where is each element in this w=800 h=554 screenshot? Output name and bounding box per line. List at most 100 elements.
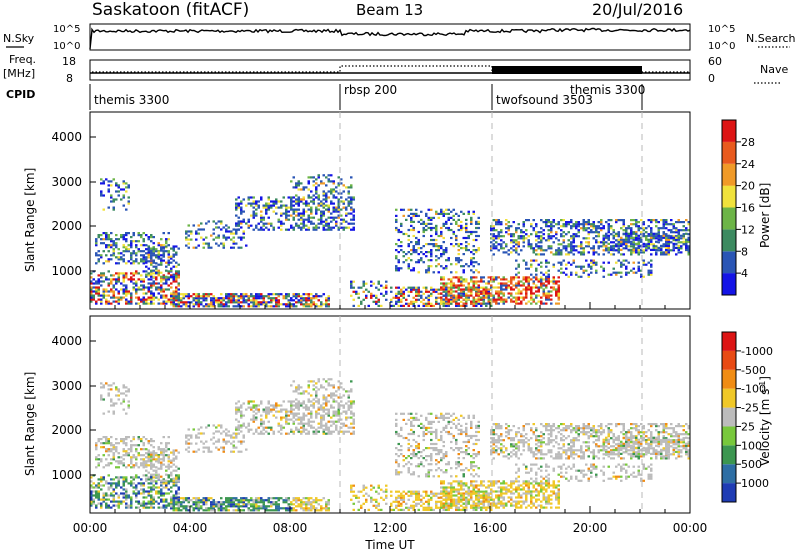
power-cell	[402, 255, 405, 258]
velocity-cell	[175, 492, 178, 495]
power-cell	[580, 253, 583, 256]
power-cell	[647, 244, 650, 247]
power-cell	[550, 302, 553, 305]
power-cell	[565, 245, 568, 248]
power-cell	[147, 278, 150, 281]
power-cell	[337, 226, 340, 229]
power-cell	[450, 222, 453, 225]
power-cell	[612, 229, 615, 232]
power-cell	[120, 258, 123, 261]
velocity-cell	[142, 460, 145, 463]
power-cell	[367, 304, 370, 307]
power-cell	[195, 299, 198, 302]
power-cell	[150, 254, 153, 257]
power-cell	[112, 200, 115, 203]
power-cell	[580, 265, 583, 268]
velocity-cell	[272, 497, 275, 500]
power-cell	[280, 204, 283, 207]
velocity-cell	[220, 507, 223, 510]
velocity-cell	[312, 501, 315, 504]
power-cell	[412, 228, 415, 232]
velocity-cell	[177, 503, 180, 506]
power-cell	[380, 292, 383, 295]
velocity-cell	[232, 497, 235, 500]
power-cell	[600, 229, 603, 232]
velocity-cell	[92, 502, 95, 505]
power-cell	[130, 254, 133, 257]
power-cell	[570, 251, 573, 254]
power-cell	[252, 303, 255, 306]
power-cell	[447, 282, 450, 285]
power-cell	[565, 247, 568, 250]
power-cell	[410, 253, 413, 256]
power-cell	[100, 256, 103, 259]
velocity-cell	[322, 430, 325, 433]
velocity-cell	[335, 424, 338, 427]
velocity-cell	[172, 497, 175, 500]
power-cell	[170, 292, 173, 295]
velocity-cell	[200, 440, 203, 443]
power-cell	[390, 304, 393, 307]
power-cell	[167, 253, 170, 256]
velocity-cell	[190, 442, 193, 445]
power-cell	[597, 227, 600, 230]
power-cell	[252, 228, 255, 231]
power-cell	[622, 223, 625, 226]
power-cell	[552, 282, 555, 285]
velocity-cell	[250, 428, 253, 431]
power-cell	[625, 273, 628, 276]
power-cell	[622, 243, 625, 246]
power-cell	[657, 233, 660, 236]
velocity-cell	[122, 464, 125, 467]
power-cell	[240, 305, 243, 308]
power-cell	[510, 235, 513, 238]
power-cell	[597, 233, 600, 236]
velocity-cell	[225, 432, 228, 435]
velocity-cell	[102, 384, 105, 387]
power-cell	[440, 255, 443, 258]
power-cell	[352, 228, 355, 231]
power-cell	[230, 295, 233, 298]
power-cell	[155, 286, 158, 289]
velocity-cell	[122, 454, 125, 457]
velocity-cell	[262, 410, 265, 413]
velocity-cell	[322, 408, 325, 411]
power-cell	[320, 202, 323, 205]
power-cell	[582, 225, 585, 228]
power-cell	[477, 280, 480, 283]
power-cell	[217, 299, 220, 302]
velocity-cell	[162, 463, 165, 466]
power-cell	[465, 304, 468, 307]
power-cell	[242, 297, 245, 300]
power-cell	[287, 196, 290, 199]
velocity-cell	[225, 505, 228, 508]
velocity-cell	[320, 418, 323, 421]
power-cell	[510, 300, 513, 303]
power-cell	[285, 228, 288, 231]
velocity-cell	[215, 505, 218, 508]
power-cell	[377, 280, 380, 283]
power-cell	[475, 230, 478, 234]
velocity-cell	[280, 428, 283, 431]
velocity-cell	[145, 490, 148, 493]
power-cell	[97, 278, 100, 281]
power-cell	[265, 208, 268, 211]
velocity-cell	[130, 460, 133, 463]
velocity-cell	[322, 402, 325, 405]
velocity-cell	[137, 454, 140, 457]
velocity-cell	[300, 426, 303, 429]
power-cell	[600, 265, 603, 268]
power-cell	[227, 301, 230, 304]
power-cell	[447, 218, 450, 221]
power-cell	[227, 230, 230, 233]
velocity-cell	[240, 410, 243, 413]
power-cell	[662, 253, 665, 256]
velocity-cell	[202, 499, 205, 502]
power-cell	[195, 246, 198, 249]
power-cell	[465, 280, 468, 283]
power-cell	[562, 231, 565, 234]
power-cell	[665, 244, 668, 247]
power-cell	[107, 294, 110, 297]
power-cell	[292, 208, 295, 211]
power-cell	[455, 238, 458, 242]
